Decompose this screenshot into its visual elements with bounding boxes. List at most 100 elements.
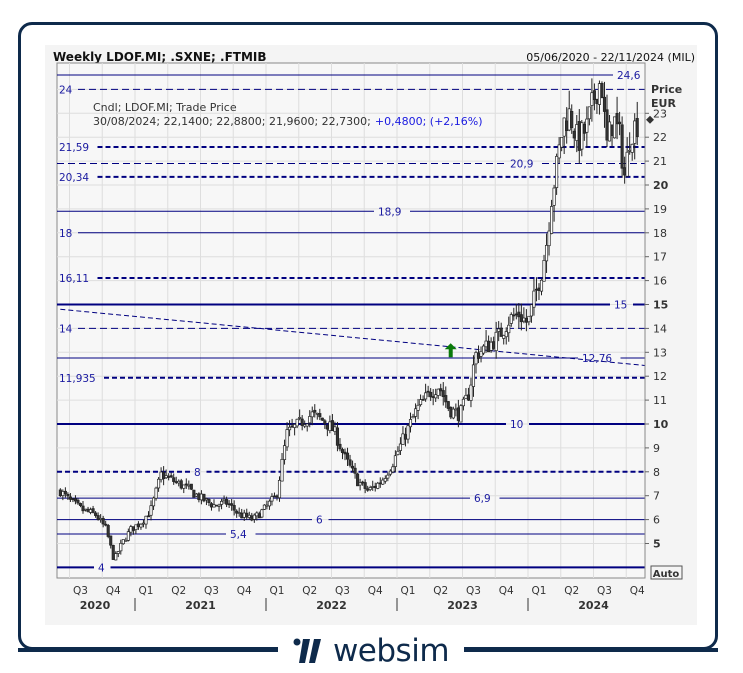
candle[interactable]: [615, 96, 619, 140]
candle[interactable]: [252, 513, 256, 523]
candle[interactable]: [504, 327, 508, 345]
candle[interactable]: [592, 83, 596, 111]
candle[interactable]: [512, 307, 516, 321]
candle[interactable]: [625, 137, 629, 177]
candle[interactable]: [96, 512, 100, 521]
auto-scale-button[interactable]: [650, 565, 683, 580]
candle[interactable]: [587, 106, 591, 126]
candle[interactable]: [529, 304, 533, 323]
candle[interactable]: [570, 104, 574, 134]
candle[interactable]: [320, 417, 324, 421]
candle[interactable]: [613, 116, 617, 139]
candle[interactable]: [144, 515, 148, 529]
candle[interactable]: [618, 111, 622, 136]
candle[interactable]: [66, 492, 70, 500]
candle[interactable]: [298, 409, 302, 421]
candle[interactable]: [68, 493, 72, 502]
candle[interactable]: [509, 312, 513, 327]
candle[interactable]: [494, 321, 498, 359]
candle[interactable]: [396, 446, 400, 456]
candle[interactable]: [429, 388, 433, 401]
up-arrow-icon[interactable]: [444, 343, 457, 358]
candle[interactable]: [318, 408, 322, 421]
candle[interactable]: [393, 450, 397, 473]
candle[interactable]: [202, 493, 206, 503]
candle[interactable]: [270, 493, 274, 506]
candle[interactable]: [471, 355, 476, 397]
candle[interactable]: [114, 551, 118, 561]
candle[interactable]: [419, 394, 423, 407]
candle[interactable]: [381, 477, 385, 485]
candle[interactable]: [323, 419, 327, 429]
candle[interactable]: [363, 479, 367, 494]
candle[interactable]: [391, 463, 395, 474]
candle[interactable]: [386, 472, 390, 482]
candle[interactable]: [408, 412, 413, 433]
candle[interactable]: [310, 406, 314, 426]
candle[interactable]: [338, 438, 342, 452]
candle[interactable]: [620, 116, 624, 178]
candle[interactable]: [157, 477, 161, 492]
candle[interactable]: [335, 421, 339, 452]
candle[interactable]: [376, 481, 380, 490]
candle[interactable]: [277, 476, 282, 502]
candle[interactable]: [134, 524, 138, 534]
candle[interactable]: [151, 496, 156, 511]
candle[interactable]: [109, 535, 113, 549]
candle[interactable]: [235, 509, 239, 518]
candle[interactable]: [600, 81, 604, 99]
candle[interactable]: [560, 137, 564, 152]
candle[interactable]: [126, 528, 130, 542]
candle[interactable]: [124, 537, 128, 542]
candle[interactable]: [91, 505, 95, 514]
candle[interactable]: [539, 279, 544, 296]
candle[interactable]: [330, 414, 334, 432]
candle[interactable]: [139, 523, 143, 530]
candle[interactable]: [308, 410, 312, 428]
candle[interactable]: [499, 322, 503, 337]
candle[interactable]: [172, 473, 176, 485]
candle[interactable]: [441, 382, 445, 406]
x-axis[interactable]: Q3 Q4 Q1 Q2 Q3 Q4 Q1 Q2 Q3 Q4 Q1 Q2 Q3 Q4 Q1 Q2 Q3 Q4 2020…: [73, 585, 645, 612]
candle[interactable]: [154, 486, 158, 501]
candle[interactable]: [267, 499, 271, 510]
candle[interactable]: [547, 222, 551, 256]
candle[interactable]: [149, 500, 153, 521]
candle[interactable]: [436, 388, 440, 400]
candle[interactable]: [63, 487, 67, 498]
candle[interactable]: [446, 401, 450, 412]
candle[interactable]: [406, 423, 410, 444]
candle[interactable]: [459, 404, 463, 423]
candle[interactable]: [550, 199, 554, 235]
candle[interactable]: [544, 233, 549, 273]
candle[interactable]: [230, 499, 234, 511]
candle[interactable]: [282, 439, 287, 465]
candle[interactable]: [421, 395, 425, 401]
candle[interactable]: [214, 504, 219, 507]
candle[interactable]: [398, 437, 402, 455]
candle[interactable]: [630, 143, 634, 161]
candle[interactable]: [542, 254, 546, 282]
candle[interactable]: [348, 454, 352, 468]
candle[interactable]: [179, 478, 183, 490]
candle[interactable]: [288, 420, 292, 437]
candle[interactable]: [434, 388, 438, 402]
candle[interactable]: [101, 515, 105, 528]
candle[interactable]: [146, 511, 151, 518]
candle[interactable]: [225, 496, 229, 508]
candle[interactable]: [469, 377, 473, 408]
y-axis[interactable]: 5 6 7 8 9 10 11 12 13 14 15 16 17 18 19 20 21 22 23: [644, 63, 669, 578]
candle[interactable]: [300, 415, 304, 431]
candle[interactable]: [426, 385, 430, 398]
candle[interactable]: [353, 462, 357, 479]
candle[interactable]: [78, 502, 83, 508]
candle[interactable]: [189, 483, 193, 491]
candle[interactable]: [220, 498, 224, 510]
candle[interactable]: [449, 406, 453, 420]
candle[interactable]: [413, 403, 418, 423]
candle[interactable]: [76, 498, 80, 505]
candle[interactable]: [182, 484, 186, 494]
candle[interactable]: [356, 472, 360, 487]
candle[interactable]: [305, 423, 309, 432]
candle[interactable]: [527, 315, 531, 326]
